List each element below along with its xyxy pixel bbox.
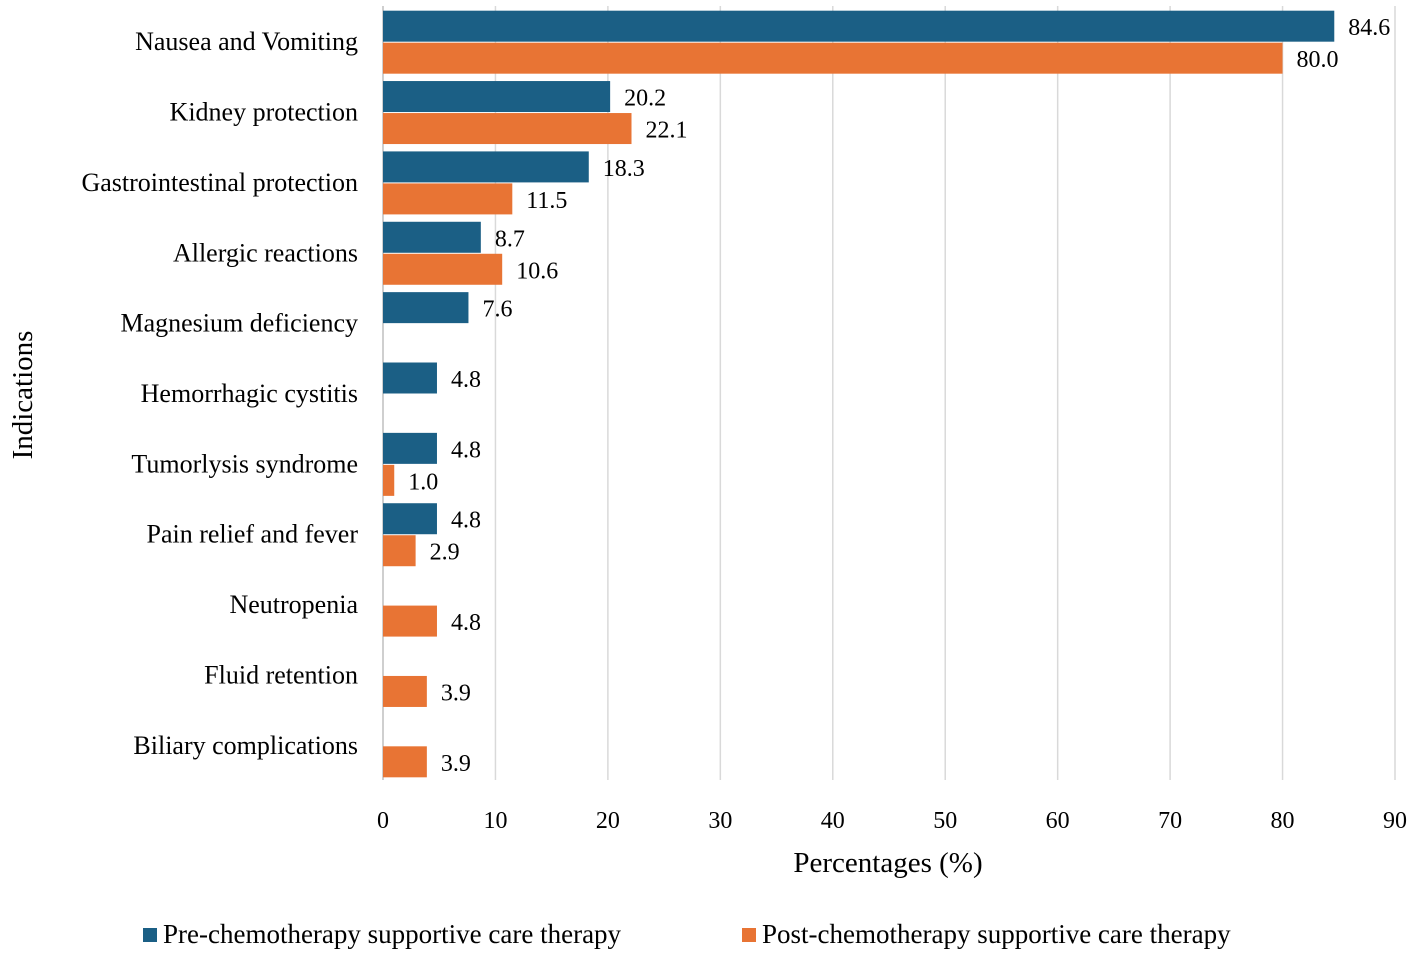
- bar-pre-chemotherapy: [383, 10, 1335, 42]
- data-label: 80.0: [1297, 47, 1339, 73]
- bar-pre-chemotherapy: [383, 221, 481, 253]
- data-label: 11.5: [526, 188, 567, 214]
- category-label: Gastrointestinal protection: [81, 168, 358, 197]
- x-tick-label: 20: [596, 808, 620, 834]
- bar-pre-chemotherapy: [383, 432, 437, 464]
- category-labels: Nausea and Vomiting Kidney protection Gast…: [81, 27, 358, 760]
- x-tick-label: 70: [1158, 808, 1182, 834]
- data-label: 4.8: [451, 437, 481, 463]
- category-label: Magnesium deficiency: [120, 309, 358, 338]
- category-label: Biliary complications: [133, 731, 358, 760]
- bar-post-chemotherapy: [383, 675, 427, 707]
- data-label: 22.1: [646, 118, 688, 144]
- bar-pre-chemotherapy: [383, 81, 611, 113]
- x-tick-label: 10: [483, 808, 507, 834]
- bar-pre-chemotherapy: [383, 292, 469, 324]
- bar-post-chemotherapy: [383, 746, 427, 778]
- data-label: 2.9: [430, 540, 460, 566]
- category-label: Fluid retention: [204, 660, 358, 689]
- data-label: 3.9: [441, 680, 471, 706]
- bar-post-chemotherapy: [383, 113, 632, 145]
- data-label: 10.6: [516, 258, 558, 284]
- data-label: 84.6: [1348, 15, 1390, 41]
- category-label: Tumorlysis syndrome: [131, 449, 358, 478]
- bar-post-chemotherapy: [383, 605, 437, 637]
- x-tick-label: 50: [933, 808, 957, 834]
- y-axis-title: Indications: [7, 331, 39, 460]
- data-label: 4.8: [451, 367, 481, 393]
- legend-label: Post-chemotherapy supportive care therap…: [762, 919, 1231, 949]
- data-label: 20.2: [624, 86, 666, 112]
- legend-swatch: [742, 928, 756, 942]
- x-axis-title: Percentages (%): [793, 847, 982, 879]
- legend-label: Pre-chemotherapy supportive care therapy: [163, 919, 622, 949]
- x-tick-label: 40: [821, 808, 845, 834]
- category-label: Allergic reactions: [173, 238, 358, 267]
- bar-pre-chemotherapy: [383, 503, 437, 535]
- bar-post-chemotherapy: [383, 464, 395, 496]
- data-label: 8.7: [495, 226, 525, 252]
- x-tick-label: 60: [1046, 808, 1070, 834]
- bar-post-chemotherapy: [383, 253, 503, 285]
- data-labels: 84.6 20.2 18.3 8.7 7.6 4.8 4.8 4.8 80.0 22.1 11.5 1…: [408, 15, 1390, 777]
- bar-post-chemotherapy: [383, 535, 416, 567]
- x-tick-label: 90: [1383, 808, 1407, 834]
- legend-swatch: [143, 928, 157, 942]
- data-label: 7.6: [482, 297, 512, 323]
- bar-post-chemotherapy: [383, 42, 1283, 74]
- legend: Pre-chemotherapy supportive care therapy…: [143, 919, 1231, 949]
- bar-pre-chemotherapy: [383, 362, 437, 394]
- data-label: 18.3: [603, 156, 645, 182]
- data-label: 4.8: [451, 610, 481, 636]
- bar-post-chemotherapy: [383, 183, 513, 215]
- x-tick-label: 0: [377, 808, 389, 834]
- data-label: 4.8: [451, 508, 481, 534]
- data-label: 1.0: [408, 469, 438, 495]
- x-tick-labels: 0 10 20 30 40 50 60 70 80 90: [377, 808, 1407, 834]
- x-tick-label: 80: [1271, 808, 1295, 834]
- bars: [383, 10, 1335, 778]
- bar-pre-chemotherapy: [383, 151, 589, 183]
- category-label: Pain relief and fever: [146, 520, 358, 549]
- data-label: 3.9: [441, 751, 471, 777]
- x-tick-label: 30: [708, 808, 732, 834]
- category-label: Nausea and Vomiting: [135, 27, 358, 56]
- category-label: Kidney protection: [170, 98, 358, 127]
- category-label: Neutropenia: [229, 590, 358, 619]
- category-label: Hemorrhagic cystitis: [141, 379, 358, 408]
